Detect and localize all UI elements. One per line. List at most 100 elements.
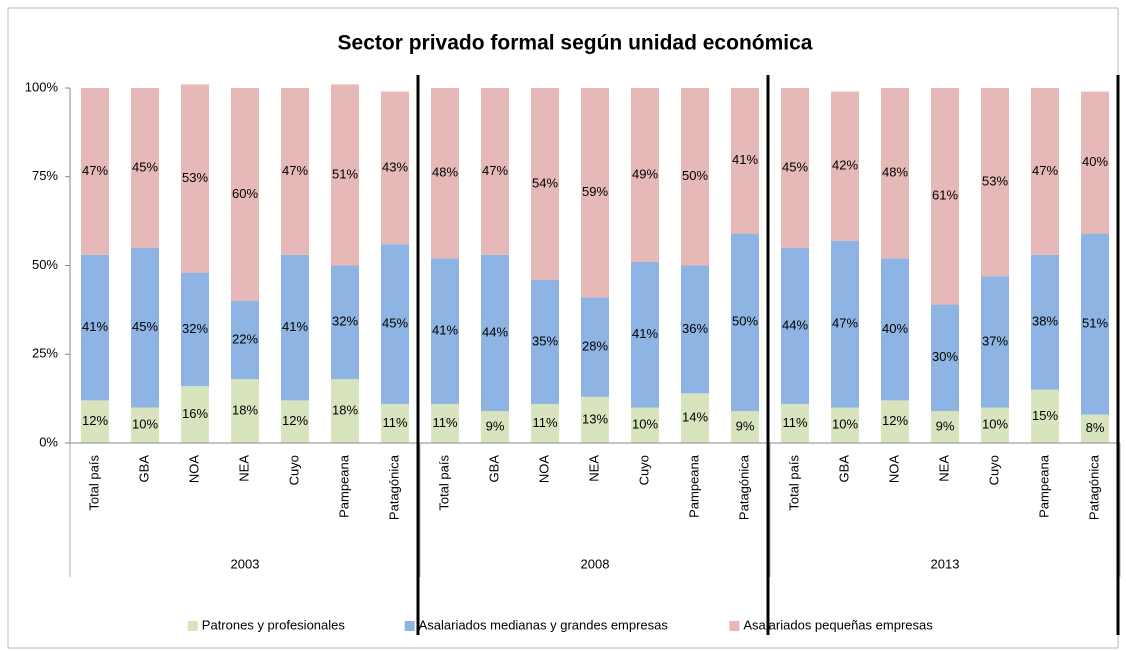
bar-segment <box>781 247 809 404</box>
bar-segment <box>631 261 659 408</box>
data-label: 41% <box>282 319 308 334</box>
data-label: 12% <box>882 413 908 428</box>
bar-segment <box>1031 254 1059 390</box>
data-label: 12% <box>82 413 108 428</box>
bar-segment <box>181 272 209 387</box>
data-label: 37% <box>982 333 1008 348</box>
data-label: 44% <box>482 324 508 339</box>
bar-segment <box>731 233 759 412</box>
bar-segment <box>681 88 709 266</box>
bar-segment <box>431 88 459 259</box>
data-label: 36% <box>682 321 708 336</box>
data-label: 48% <box>882 165 908 180</box>
data-label: 9% <box>936 418 955 433</box>
data-label: 51% <box>332 166 358 181</box>
bar-segment <box>981 276 1009 408</box>
y-tick-label: 100% <box>25 79 59 94</box>
bar-segment <box>581 396 609 443</box>
bar-segment <box>231 379 259 443</box>
data-label: 13% <box>582 411 608 426</box>
chart-title: Sector privado formal según unidad econó… <box>338 32 813 55</box>
bar-segment <box>831 407 859 443</box>
bar-segment <box>581 297 609 397</box>
bar-segment <box>831 240 859 408</box>
data-label: 48% <box>432 165 458 180</box>
x-tick-label: GBA <box>486 455 501 483</box>
bar-segment <box>81 88 109 255</box>
data-label: 11% <box>532 415 557 430</box>
data-label: 45% <box>132 319 158 334</box>
data-label: 11% <box>382 415 407 430</box>
bar-segment <box>681 265 709 394</box>
data-label: 40% <box>882 321 908 336</box>
data-label: 10% <box>632 417 658 432</box>
x-tick-label: NOA <box>186 455 201 484</box>
bar-segment <box>531 88 559 280</box>
data-label: 14% <box>682 410 708 425</box>
x-tick-label: Cuyo <box>986 455 1001 485</box>
data-label: 45% <box>782 159 808 174</box>
data-label: 45% <box>382 316 408 331</box>
data-label: 41% <box>732 152 758 167</box>
bar-segment <box>881 88 909 259</box>
legend: Patrones y profesionales Asalariados medi… <box>187 617 933 632</box>
bar-segment <box>481 88 509 255</box>
bar-segment <box>131 247 159 408</box>
bar-segment <box>531 279 559 404</box>
data-label: 30% <box>932 349 958 364</box>
bar-segment <box>681 393 709 443</box>
data-label: 38% <box>1032 314 1058 329</box>
bar-segment <box>431 403 459 443</box>
x-tick-label: Pampeana <box>336 454 351 518</box>
data-label: 18% <box>332 402 358 417</box>
data-label: 32% <box>182 321 208 336</box>
data-label: 44% <box>782 317 808 332</box>
group-label: 2013 <box>931 556 960 571</box>
x-tick-label: NOA <box>536 455 551 484</box>
bar-segment <box>331 84 359 266</box>
data-label: 53% <box>182 170 208 185</box>
data-label: 53% <box>982 174 1008 189</box>
x-tick-label: Pampeana <box>1036 454 1051 518</box>
bar-segment <box>1081 233 1109 415</box>
bar-segment <box>81 400 109 443</box>
bar-segment <box>131 88 159 248</box>
x-tick-label: Cuyo <box>286 455 301 485</box>
x-tick-label: Patagónica <box>736 454 751 520</box>
y-tick-label: 50% <box>32 257 58 272</box>
legend-swatch <box>729 621 740 631</box>
x-tick-label: Patagónica <box>1086 454 1101 520</box>
bar-segment <box>181 84 209 273</box>
x-tick-label: NEA <box>586 455 601 482</box>
group-label: 2003 <box>231 556 260 571</box>
bar-segment <box>1031 389 1059 443</box>
data-label: 47% <box>1032 163 1058 178</box>
bar-segment <box>331 379 359 443</box>
data-label: 9% <box>736 418 755 433</box>
bar-segment <box>481 254 509 412</box>
bar-segment <box>931 88 959 305</box>
data-label: 40% <box>1082 154 1108 169</box>
y-tick-label: 25% <box>32 346 58 361</box>
data-label: 11% <box>782 415 807 430</box>
bar-segment <box>881 400 909 443</box>
bar-segment <box>631 407 659 443</box>
y-tick-label: 75% <box>32 168 58 183</box>
data-label: 61% <box>932 188 958 203</box>
bar-segment <box>731 88 759 234</box>
y-tick-label: 0% <box>39 434 58 449</box>
bar-segment <box>831 91 859 241</box>
data-label: 45% <box>132 159 158 174</box>
data-label: 60% <box>232 186 258 201</box>
x-tick-label: Total país <box>86 455 101 511</box>
bar-segment <box>181 386 209 443</box>
data-label: 42% <box>832 158 858 173</box>
x-tick-label: Total país <box>786 455 801 511</box>
data-label: 41% <box>632 326 658 341</box>
bar-segment <box>931 304 959 412</box>
data-label: 16% <box>182 406 208 421</box>
bar-segment <box>281 400 309 443</box>
x-tick-label: Pampeana <box>686 454 701 518</box>
bar-segment <box>781 403 809 443</box>
